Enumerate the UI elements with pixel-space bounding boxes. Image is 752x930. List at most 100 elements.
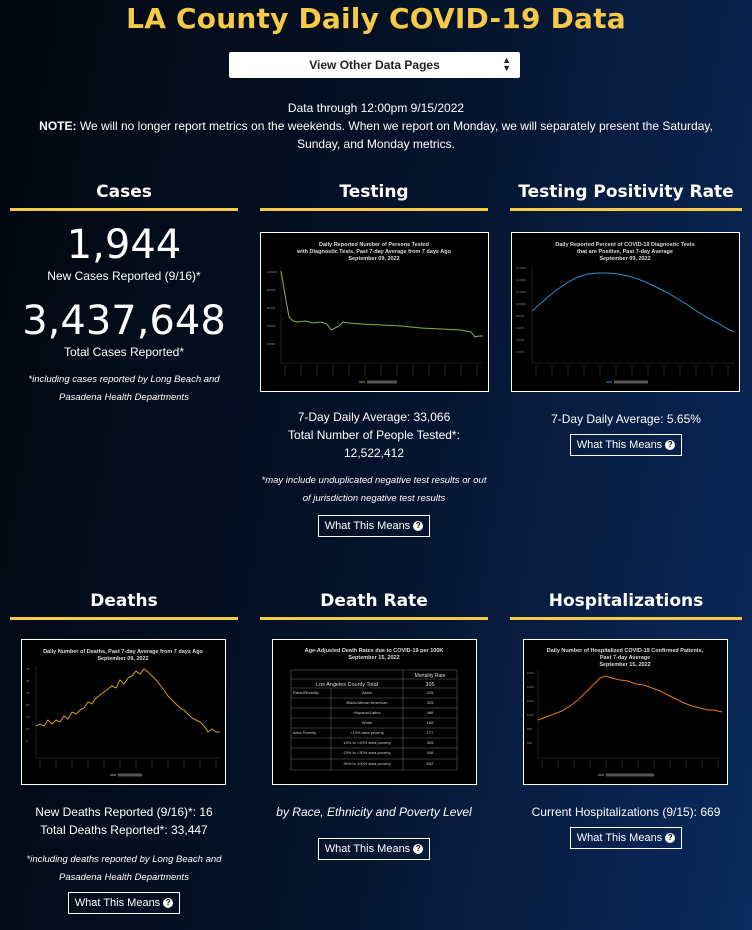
positivity-avg: 7-Day Daily Average: 5.65% xyxy=(551,412,701,426)
deaths-footnote: *including deaths reported by Long Beach… xyxy=(26,854,222,883)
select-label: View Other Data Pages xyxy=(309,58,440,72)
death-rate-section: Death Rate xyxy=(260,589,488,620)
positivity-heading: Testing Positivity Rate xyxy=(510,180,742,211)
hosp-chart-title-1: Daily Number of Hospitalized COVID-19 Co… xyxy=(547,648,704,654)
svg-text:600: 600 xyxy=(527,741,532,745)
new-cases-label: New Cases Reported (9/16)* xyxy=(47,269,201,283)
death-rate-row-value: 177 xyxy=(427,730,434,735)
question-icon: ? xyxy=(413,521,424,532)
cases-footnote: *including cases reported by Long Beach … xyxy=(28,374,220,403)
death-rate-row-label: 30% to 100% area poverty xyxy=(343,761,390,766)
hosp-what-this-means-button[interactable]: What This Means? xyxy=(569,827,683,849)
hosp-section: Hospitalizations xyxy=(510,589,742,620)
positivity-stats: 7-Day Daily Average: 5.65% What This Mea… xyxy=(510,410,742,456)
cases-section: Cases 1,944 New Cases Reported (9/16)* 3… xyxy=(10,180,238,407)
death-rate-row-value: 542 xyxy=(427,761,434,766)
question-icon: ? xyxy=(665,440,676,451)
svg-text:20: 20 xyxy=(26,703,30,707)
svg-text:60000: 60000 xyxy=(267,306,276,310)
death-rate-row-group: Area Poverty xyxy=(293,730,316,735)
data-pages-select[interactable]: View Other Data Pages ▲ ▼ xyxy=(229,52,520,78)
positivity-section: Testing Positivity Rate xyxy=(510,180,742,211)
death-rate-total-value: 305 xyxy=(425,682,434,688)
hosp-line xyxy=(537,675,723,721)
deaths-what-this-means-button[interactable]: What This Means? xyxy=(67,892,181,914)
hosp-chart: Daily Number of Hospitalized COVID-19 Co… xyxy=(523,639,728,785)
svg-text:6.00%: 6.00% xyxy=(516,326,525,330)
positivity-chart: Daily Reported Percent of COVID-19 Diagn… xyxy=(511,232,740,392)
question-icon: ? xyxy=(413,844,424,855)
svg-text:1400: 1400 xyxy=(527,685,534,689)
data-note: Data through 12:00pm 9/15/2022 NOTE: We … xyxy=(0,99,752,153)
testing-chart: Daily Reported Number of Persons Tested … xyxy=(260,232,489,392)
death-rate-rows: Race/Ethnicity Asian 205 Black/African Amer… xyxy=(293,690,434,766)
deaths-heading: Deaths xyxy=(10,589,238,620)
death-rate-row-value: 305 xyxy=(427,740,434,745)
testing-section: Testing xyxy=(260,180,488,211)
svg-text:1000: 1000 xyxy=(527,713,534,717)
hosp-chart-title-2: Past 7-day Average xyxy=(600,655,650,661)
deaths-total: Total Deaths Reported*: 33,447 xyxy=(40,823,208,837)
question-icon: ? xyxy=(665,833,676,844)
death-rate-row-value: 325 xyxy=(427,700,434,705)
svg-text:16.00%: 16.00% xyxy=(516,266,527,270)
death-rate-row-label: 20% to <30% area poverty xyxy=(343,750,390,755)
note-text: We will no longer report metrics on the … xyxy=(76,119,713,151)
hosp-stats: Current Hospitalizations (9/15): 669 Wha… xyxy=(510,803,742,849)
total-cases-label: Total Cases Reported* xyxy=(63,345,185,359)
testing-heading: Testing xyxy=(260,180,488,211)
svg-text:800: 800 xyxy=(527,727,532,731)
death-rate-total-label: Los Angeles County Total xyxy=(316,682,378,688)
death-rate-row-value: 406 xyxy=(427,750,434,755)
death-rate-chart-title-2: September 15, 2022 xyxy=(348,655,399,661)
testing-what-this-means-button[interactable]: What This Means? xyxy=(317,515,431,537)
new-cases-value: 1,944 xyxy=(66,222,182,268)
death-rate-row-label: <10% area poverty xyxy=(350,730,384,735)
deaths-chart-title-2: September 09, 2022 xyxy=(97,656,148,662)
death-rate-table-image: Age-Adjusted Death Rates due to COVID-19… xyxy=(272,639,477,785)
hosp-current: Current Hospitalizations (9/15): 669 xyxy=(531,805,721,819)
data-through: Data through 12:00pm 9/15/2022 xyxy=(287,101,465,115)
svg-text:10: 10 xyxy=(26,727,30,731)
death-rate-what-this-means-button[interactable]: What This Means? xyxy=(317,838,431,860)
positivity-chart-title-2: that are Positive, Past 7-day Average xyxy=(577,249,673,255)
svg-text:20000: 20000 xyxy=(267,342,276,346)
hosp-heading: Hospitalizations xyxy=(510,589,742,620)
death-rate-chart-title-1: Age-Adjusted Death Rates due to COVID-19… xyxy=(305,648,444,654)
death-rate-row-value: 189 xyxy=(427,720,434,725)
question-icon: ? xyxy=(163,898,174,909)
death-rate-caption: by Race, Ethnicity and Poverty Level xyxy=(276,805,472,819)
positivity-chart-title-3: September 09, 2022 xyxy=(599,256,650,262)
svg-text:40000: 40000 xyxy=(267,324,276,328)
svg-text:8.00%: 8.00% xyxy=(516,314,525,318)
select-arrows-icon: ▲ ▼ xyxy=(502,55,511,73)
deaths-line xyxy=(35,668,220,733)
deaths-chart-title-1: Daily Number of Deaths, Past 7-day Avera… xyxy=(43,649,203,655)
death-rate-row-label: Asian xyxy=(362,690,372,695)
svg-text:25: 25 xyxy=(26,691,30,695)
testing-line xyxy=(280,270,483,338)
hosp-chart-title-3: September 15, 2022 xyxy=(599,662,650,668)
svg-text:35: 35 xyxy=(26,667,30,671)
positivity-what-this-means-button[interactable]: What This Means? xyxy=(569,434,683,456)
svg-text:100000: 100000 xyxy=(267,270,277,274)
svg-text:5: 5 xyxy=(26,739,28,743)
svg-text:30: 30 xyxy=(26,679,30,683)
testing-total: 12,522,412 xyxy=(343,446,405,460)
page-title: LA County Daily COVID-19 Data xyxy=(126,2,626,35)
death-rate-row-value: 205 xyxy=(427,690,434,695)
positivity-line xyxy=(531,272,735,333)
testing-avg: 7-Day Daily Average: 33,066 xyxy=(297,410,451,424)
death-rate-row-label: Hispanic/Latino xyxy=(353,710,381,715)
deaths-stats: New Deaths Reported (9/16)*: 16 Total De… xyxy=(10,803,238,914)
testing-chart-title-2: with Diagnostic Tests, Past 7-day Averag… xyxy=(296,249,452,255)
svg-text:14.00%: 14.00% xyxy=(516,278,527,282)
testing-total-label: Total Number of People Tested*: xyxy=(288,428,460,442)
svg-text:15: 15 xyxy=(26,715,30,719)
svg-text:12.00%: 12.00% xyxy=(516,290,527,294)
svg-text:1200: 1200 xyxy=(527,699,534,703)
death-rate-row-label: White xyxy=(362,720,373,725)
svg-text:10.00%: 10.00% xyxy=(516,302,527,306)
death-rate-row-label: 10% to <20% area poverty xyxy=(343,740,390,745)
deaths-new: New Deaths Reported (9/16)*: 16 xyxy=(35,805,213,819)
